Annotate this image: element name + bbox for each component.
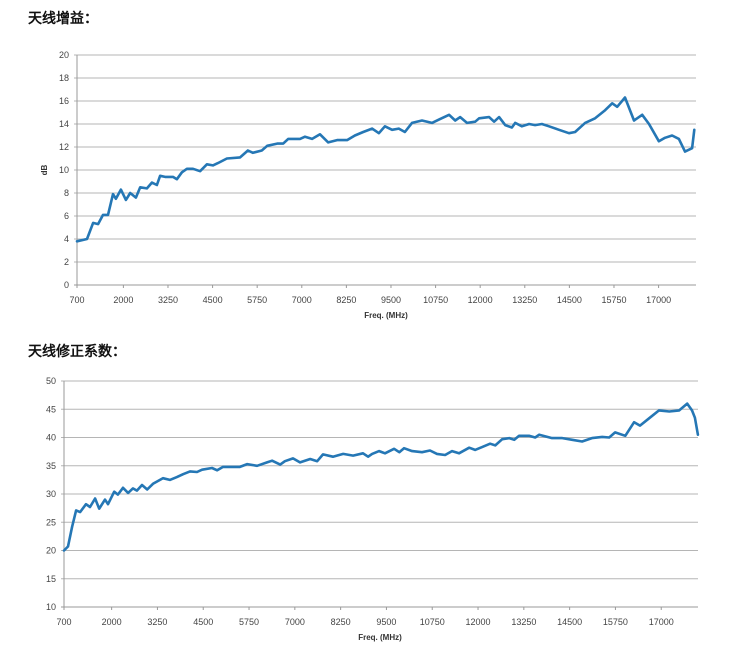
x-tick-label: 4500 xyxy=(193,617,213,627)
x-tick-label: 9500 xyxy=(381,295,401,305)
y-tick-label: 8 xyxy=(64,188,69,198)
gain-chart: 0 2 4 6 8 10 12 14 16 18 20 700 2000 3250 4500 5750 7000… xyxy=(40,50,696,320)
x-axis-label: Freq. (MHz) xyxy=(358,633,402,642)
antenna-factor-section-title: 天线修正系数： xyxy=(28,344,126,360)
x-tick-label: 2000 xyxy=(113,295,133,305)
x-tick-label: 14500 xyxy=(557,617,582,627)
y-tick-label: 35 xyxy=(46,461,56,471)
x-tick-label: 7000 xyxy=(292,295,312,305)
y-tick-label: 20 xyxy=(59,50,69,60)
y-tick-label: 50 xyxy=(46,376,56,386)
y-tick-label: 0 xyxy=(64,280,69,290)
x-tick-label: 8250 xyxy=(336,295,356,305)
x-tick-label: 700 xyxy=(56,617,71,627)
y-tick-label: 14 xyxy=(59,119,69,129)
y-tick-label: 10 xyxy=(46,602,56,612)
x-tick-label: 12000 xyxy=(466,617,491,627)
y-tick-label: 10 xyxy=(59,165,69,175)
y-tick-label: 16 xyxy=(59,96,69,106)
x-tick-label: 17000 xyxy=(646,295,671,305)
y-tick-label: 18 xyxy=(59,73,69,83)
x-tick-label: 2000 xyxy=(102,617,122,627)
x-tick-label: 12000 xyxy=(468,295,493,305)
x-axis-label: Freq. (MHz) xyxy=(364,311,408,320)
y-tick-label: 15 xyxy=(46,574,56,584)
x-tick-label: 700 xyxy=(69,295,84,305)
antenna-factor-chart: 10 15 20 25 30 35 40 45 50 700 2000 3250 4500 5750 700… xyxy=(46,376,700,642)
x-tick-label: 9500 xyxy=(376,617,396,627)
x-tick-label: 10750 xyxy=(423,295,448,305)
data-series-line xyxy=(62,402,700,552)
y-tick-label: 12 xyxy=(59,142,69,152)
y-tick-label: 4 xyxy=(64,234,69,244)
x-tick-label: 3250 xyxy=(147,617,167,627)
x-tick-label: 13250 xyxy=(512,295,537,305)
x-tick-label: 5750 xyxy=(247,295,267,305)
y-axis-label: dB xyxy=(40,164,49,175)
x-tick-label: 3250 xyxy=(158,295,178,305)
x-tick-label: 4500 xyxy=(203,295,223,305)
x-tick-label: 10750 xyxy=(420,617,445,627)
x-tick-label: 17000 xyxy=(649,617,674,627)
y-tick-label: 30 xyxy=(46,489,56,499)
y-tick-label: 40 xyxy=(46,433,56,443)
y-tick-label: 2 xyxy=(64,257,69,267)
gain-section-title: 天线增益： xyxy=(28,11,98,27)
y-tick-label: 20 xyxy=(46,546,56,556)
y-tick-label: 6 xyxy=(64,211,69,221)
x-tick-label: 7000 xyxy=(285,617,305,627)
y-tick-label: 45 xyxy=(46,404,56,414)
data-series-line xyxy=(75,96,696,243)
x-tick-label: 13250 xyxy=(511,617,536,627)
x-tick-label: 14500 xyxy=(557,295,582,305)
x-tick-label: 8250 xyxy=(331,617,351,627)
x-tick-label: 15750 xyxy=(603,617,628,627)
x-tick-label: 5750 xyxy=(239,617,259,627)
y-tick-label: 25 xyxy=(46,517,56,527)
x-tick-label: 15750 xyxy=(601,295,626,305)
